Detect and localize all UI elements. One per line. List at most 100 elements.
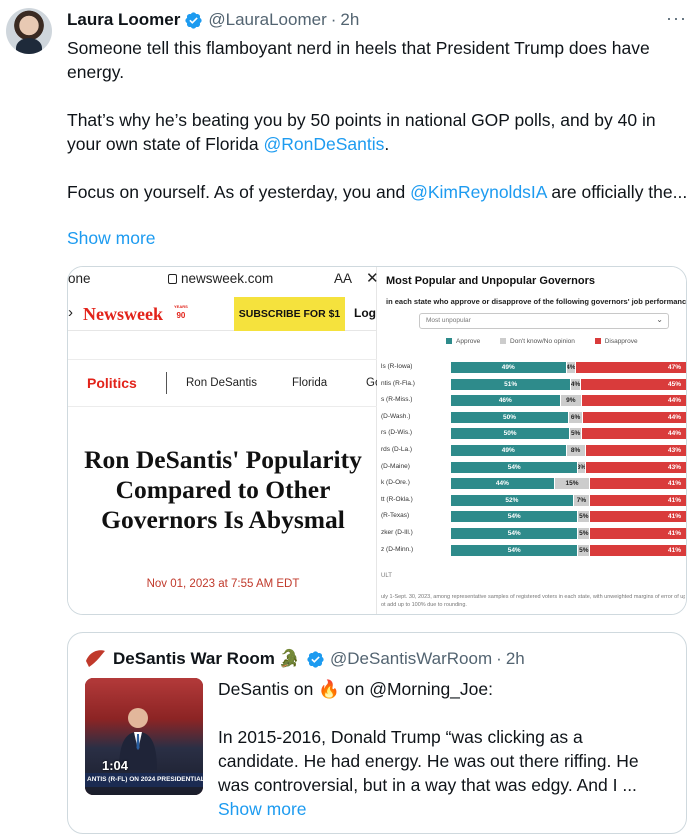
disapprove-bar: 44%: [582, 395, 686, 407]
disapprove-bar: 41%: [590, 511, 686, 523]
disapprove-bar: 41%: [590, 528, 686, 539]
quoted-text-b: on @Morning_Joe:: [340, 679, 493, 699]
disapprove-bar: 44%: [583, 411, 686, 423]
legend-disapprove-label: Disapprove: [604, 338, 638, 345]
approve-bar: 54%: [451, 461, 578, 473]
disapprove-bar: 41%: [590, 478, 686, 490]
approve-bar: 54%: [451, 511, 578, 523]
neutral-bar: 5%: [578, 544, 590, 556]
chart-subtitle: in each state who approve or disapprove …: [386, 297, 687, 306]
newsweek-logo: Newsweek: [83, 304, 163, 324]
quoted-tweet-header: DeSantis War Room 🐊 @DeSantisWarRoom · 2…: [113, 649, 525, 669]
newsweek-section-nav: Politics Ron DeSantis Florida Go: [68, 359, 381, 407]
legend-approve-label: Approve: [456, 338, 481, 345]
disapprove-bar: 41%: [590, 494, 686, 506]
tweet-paragraph-3-end: are officially the...: [546, 182, 688, 202]
governor-row: tt (R-Okla.) 52% 7% 41%: [377, 494, 686, 506]
neutral-bar: 5%: [570, 428, 582, 440]
governor-label: (D-Maine): [381, 462, 410, 470]
neutral-bar: 4%: [571, 378, 580, 390]
governor-label: zker (D-Ill.): [381, 529, 413, 536]
chart-footnote: uly 1-Sept. 30, 2023, among representati…: [381, 593, 685, 609]
newsweek-header: › Newsweek YEARS 90 SUBSCRIBE FOR $1 Log: [68, 297, 378, 331]
section-politics: Politics: [87, 375, 137, 391]
separator-dot: ·: [496, 649, 502, 668]
governor-row: z (D-Minn.) 54% 5% 41%: [377, 544, 686, 556]
author-avatar[interactable]: [6, 8, 52, 54]
disapprove-bar: 43%: [585, 461, 686, 473]
browser-tab-fragment: one: [68, 271, 91, 286]
neutral-bar: 4%: [566, 362, 576, 373]
tag-florida: Florida: [292, 377, 328, 389]
chevron-down-icon: ⌄: [656, 315, 663, 324]
disapprove-bar: 43%: [585, 445, 686, 456]
governor-row: k (D-Ore.) 44% 15% 41%: [377, 478, 686, 490]
governor-row: (D-Wash.) 50% 6% 44%: [377, 411, 686, 423]
badge-years: YEARS: [174, 304, 188, 309]
mention-kim-reynolds[interactable]: @KimReynoldsIA: [410, 182, 547, 202]
close-icon: ✕: [366, 270, 379, 287]
author-name[interactable]: Laura Loomer: [67, 10, 181, 29]
neutral-bar: 15%: [554, 478, 590, 490]
governor-label: tt (R-Okla.): [381, 495, 413, 503]
tweet-media[interactable]: one newsweek.com AA ✕ › Newsweek YEARS 90…: [67, 266, 687, 615]
chevron-right-icon: ›: [68, 304, 73, 321]
more-options-icon[interactable]: ···: [666, 8, 687, 28]
disapprove-bar: 47%: [576, 362, 686, 373]
separator-dot: ·: [330, 10, 337, 29]
desantis-war-room-avatar[interactable]: [83, 647, 107, 671]
legend-neutral-label: Don't know/No opinion: [510, 338, 575, 345]
quoted-tweet-timestamp[interactable]: 2h: [505, 649, 525, 668]
nav-divider: [166, 372, 167, 394]
governor-row: rds (D-La.) 49% 8% 43%: [377, 445, 686, 456]
mention-ron-desantis[interactable]: @RonDeSantis: [263, 134, 385, 154]
chart-title: Most Popular and Unpopular Governors: [386, 275, 596, 287]
login-link: Log: [354, 306, 376, 320]
quoted-text-a: DeSantis on: [218, 679, 319, 699]
neutral-bar: 8%: [566, 445, 585, 456]
article-date: Nov 01, 2023 at 7:55 AM EDT: [146, 578, 300, 590]
quoted-author-name[interactable]: DeSantis War Room: [113, 649, 275, 668]
newsweek-screenshot[interactable]: one newsweek.com AA ✕ › Newsweek YEARS 90…: [68, 267, 381, 614]
approve-bar: 51%: [451, 378, 571, 390]
governor-label: rs (D-Wis.): [381, 429, 413, 437]
governor-label: z (D-Minn.): [381, 545, 414, 553]
approve-bar: 50%: [451, 428, 570, 440]
governor-row: s (R-Miss.) 46% 9% 44%: [377, 395, 686, 407]
author-handle[interactable]: @LauraLoomer: [208, 10, 327, 29]
badge-90: 90: [176, 311, 186, 320]
browser-bar: one newsweek.com AA ✕: [68, 267, 379, 291]
governors-chart-screenshot[interactable]: Most Popular and Unpopular Governors in …: [377, 267, 686, 614]
approve-bar: 54%: [451, 528, 578, 539]
quoted-tweet-text: DeSantis on 🔥 on @Morning_Joe: In 2015-2…: [218, 677, 668, 821]
approve-bar: 46%: [451, 395, 560, 407]
tweet-timestamp[interactable]: 2h: [340, 10, 360, 29]
crocodile-emoji: 🐊: [278, 649, 301, 668]
tweet-paragraph-2: That’s why he’s beating you by 50 points…: [67, 108, 689, 156]
quoted-show-more-link[interactable]: Show more: [218, 799, 307, 819]
governor-row: ls (R-Iowa) 49%4%47%: [377, 362, 686, 373]
approve-bar: 54%: [451, 544, 578, 556]
neutral-bar: 6%: [569, 411, 583, 423]
governor-row: (D-Maine) 54%3%43%: [377, 461, 686, 473]
governor-label: (R-Texas): [381, 512, 410, 520]
tweet-paragraph-2-text: That’s why he’s beating you by 50 points…: [67, 110, 656, 154]
governor-label: s (R-Miss.): [381, 396, 413, 404]
video-thumbnail[interactable]: 1:04 ANTIS (R-FL) ON 2024 PRESIDENTIAL C…: [85, 678, 203, 795]
show-more-link[interactable]: Show more: [67, 228, 156, 248]
disapprove-bar: 45%: [580, 378, 686, 390]
chart-legend: Approve Don't know/No opinion Disapprove: [446, 338, 656, 345]
tweet-header: Laura Loomer @LauraLoomer · 2h: [67, 8, 359, 32]
governor-row: ntis (R-Fla.) 51%4%45%: [377, 378, 686, 390]
subscribe-button: SUBSCRIBE FOR $1: [234, 297, 345, 331]
quoted-author-handle[interactable]: @DeSantisWarRoom: [330, 649, 493, 668]
governor-row: zker (D-Ill.) 54% 5% 41%: [377, 528, 686, 539]
chart-footnote-line1: uly 1-Sept. 30, 2023, among representati…: [381, 594, 685, 600]
video-duration: 1:04: [102, 758, 129, 773]
governor-row: rs (D-Wis.) 50% 5% 44%: [377, 428, 686, 440]
approve-bar: 52%: [451, 494, 573, 506]
chart-filter-select: Most unpopular ⌄: [419, 313, 669, 329]
neutral-bar: 5%: [578, 511, 590, 523]
lock-icon: [168, 274, 177, 284]
quoted-tweet[interactable]: DeSantis War Room 🐊 @DeSantisWarRoom · 2…: [67, 632, 687, 834]
